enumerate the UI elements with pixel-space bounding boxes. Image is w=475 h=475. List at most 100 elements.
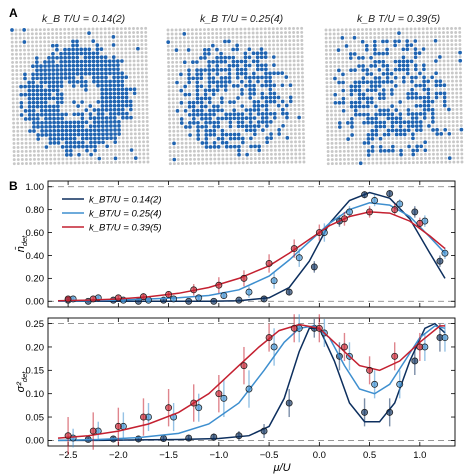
plot-frame bbox=[47, 317, 456, 447]
empty-site bbox=[24, 105, 27, 109]
occupied-site bbox=[263, 63, 268, 68]
empty-site bbox=[192, 133, 196, 137]
occupied-site bbox=[89, 140, 93, 145]
occupied-site bbox=[196, 137, 201, 141]
empty-site bbox=[118, 156, 121, 160]
occupied-site bbox=[104, 108, 109, 112]
empty-site bbox=[447, 83, 450, 87]
occupied-site bbox=[32, 125, 36, 129]
occupied-site bbox=[244, 128, 249, 133]
occupied-site bbox=[48, 128, 53, 133]
empty-site bbox=[183, 64, 187, 68]
empty-site bbox=[128, 79, 132, 83]
empty-site bbox=[76, 76, 80, 80]
empty-site bbox=[188, 145, 192, 149]
empty-site bbox=[140, 55, 144, 59]
empty-site bbox=[407, 149, 411, 152]
empty-site bbox=[284, 55, 288, 59]
empty-site bbox=[167, 77, 171, 81]
empty-site bbox=[460, 156, 464, 160]
occupied-site bbox=[199, 96, 204, 101]
empty-site bbox=[326, 162, 330, 166]
empty-site bbox=[438, 63, 442, 67]
empty-site bbox=[51, 32, 55, 35]
empty-site bbox=[15, 73, 19, 76]
empty-site bbox=[61, 157, 65, 161]
empty-site bbox=[122, 156, 126, 160]
occupied-site bbox=[120, 103, 125, 108]
empty-site bbox=[430, 79, 434, 83]
empty-site bbox=[280, 55, 284, 59]
empty-site bbox=[216, 133, 220, 137]
empty-site bbox=[140, 39, 144, 42]
empty-site bbox=[353, 44, 357, 48]
occupied-site bbox=[120, 91, 125, 96]
occupied-site bbox=[357, 80, 362, 85]
empty-site bbox=[89, 149, 93, 152]
empty-site bbox=[330, 141, 334, 145]
empty-site bbox=[459, 111, 463, 115]
occupied-site bbox=[31, 88, 36, 93]
occupied-site bbox=[232, 112, 237, 117]
occupied-site bbox=[35, 92, 40, 97]
empty-site bbox=[454, 39, 458, 42]
occupied-site bbox=[100, 91, 105, 96]
occupied-site bbox=[353, 112, 358, 117]
empty-site bbox=[134, 148, 138, 152]
empty-site bbox=[85, 141, 89, 144]
data-point bbox=[396, 200, 404, 208]
occupied-site bbox=[96, 79, 100, 84]
empty-site bbox=[272, 59, 276, 63]
empty-site bbox=[293, 132, 297, 136]
empty-site bbox=[145, 128, 149, 132]
occupied-site bbox=[95, 71, 100, 76]
empty-site bbox=[269, 140, 273, 144]
empty-site bbox=[228, 96, 232, 100]
empty-site bbox=[394, 92, 398, 96]
occupied-site bbox=[196, 125, 200, 129]
empty-site bbox=[424, 161, 427, 164]
occupied-site bbox=[349, 88, 354, 93]
empty-site bbox=[358, 137, 362, 141]
empty-site bbox=[68, 92, 72, 96]
empty-site bbox=[442, 55, 446, 59]
empty-site bbox=[296, 67, 300, 71]
empty-site bbox=[346, 129, 350, 133]
empty-site bbox=[88, 108, 92, 112]
empty-site bbox=[346, 117, 350, 121]
empty-site bbox=[419, 140, 423, 144]
occupied-site bbox=[370, 128, 375, 133]
empty-site bbox=[172, 162, 176, 166]
empty-site bbox=[415, 157, 419, 160]
empty-site bbox=[187, 64, 191, 68]
empty-site bbox=[261, 136, 265, 140]
empty-site bbox=[442, 79, 446, 83]
occupied-site bbox=[227, 55, 232, 60]
occupied-site bbox=[410, 120, 415, 124]
empty-site bbox=[455, 95, 459, 99]
empty-site bbox=[120, 55, 124, 59]
empty-site bbox=[61, 141, 65, 145]
empty-site bbox=[403, 141, 407, 144]
empty-site bbox=[288, 51, 292, 55]
empty-site bbox=[354, 145, 358, 149]
empty-site bbox=[178, 32, 182, 36]
occupied-site bbox=[117, 124, 121, 128]
occupied-site bbox=[410, 116, 415, 120]
empty-site bbox=[301, 79, 305, 83]
empty-site bbox=[53, 161, 57, 165]
empty-site bbox=[37, 161, 41, 165]
empty-site bbox=[370, 113, 374, 116]
occupied-site bbox=[365, 72, 370, 76]
empty-site bbox=[435, 104, 439, 108]
occupied-site bbox=[71, 47, 75, 52]
empty-site bbox=[126, 152, 130, 156]
occupied-site bbox=[43, 80, 48, 85]
empty-site bbox=[357, 36, 360, 40]
occupied-site bbox=[116, 99, 121, 104]
empty-site bbox=[80, 104, 84, 108]
empty-site bbox=[301, 103, 305, 107]
empty-site bbox=[289, 112, 293, 116]
occupied-site bbox=[365, 68, 370, 72]
empty-site bbox=[443, 132, 447, 136]
